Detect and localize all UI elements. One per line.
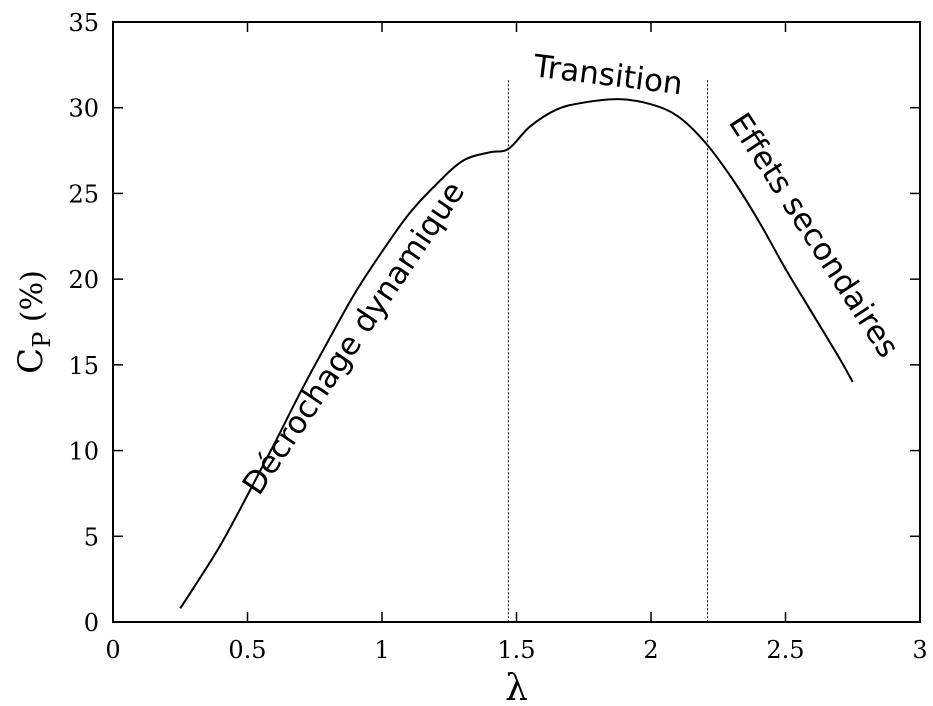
x-tick-label: 1 <box>374 636 389 664</box>
y-tick-label: 10 <box>68 438 99 466</box>
y-axis-label-main: C <box>11 348 51 374</box>
x-tick-label: 0 <box>105 636 120 664</box>
region-annotation: Transition <box>531 48 685 102</box>
y-tick-label: 0 <box>84 609 99 637</box>
plot-frame <box>112 21 921 623</box>
region-annotation: Effets secondaires <box>721 107 906 364</box>
cp-curve <box>179 98 854 609</box>
y-axis-label-sub: P <box>28 332 56 348</box>
x-tick-label: 1.5 <box>497 636 535 664</box>
x-tick-label: 2.5 <box>766 636 804 664</box>
region-separators <box>507 80 708 622</box>
y-ticks: 0 5 10 15 20 25 30 35 <box>68 9 920 637</box>
y-tick-label: 15 <box>68 352 99 380</box>
x-ticks: 0 0.5 1 1.5 2 2.5 3 <box>105 22 928 664</box>
y-tick-label: 35 <box>68 9 99 37</box>
region-annotation: Décrochage dynamique <box>236 175 472 501</box>
y-tick-label: 25 <box>68 180 99 208</box>
annotations: Décrochage dynamique Transition Effets sec… <box>236 48 906 501</box>
y-tick-label: 20 <box>68 266 99 294</box>
y-tick-label: 5 <box>84 523 99 551</box>
x-tick-label: 2 <box>643 636 658 664</box>
x-tick-label: 3 <box>912 636 927 664</box>
y-axis-label: CP (%) <box>11 270 56 374</box>
y-tick-label: 30 <box>68 95 99 123</box>
y-axis-label-rest: (%) <box>15 270 50 331</box>
x-axis-label: λ <box>505 668 528 706</box>
x-tick-label: 0.5 <box>228 636 266 664</box>
